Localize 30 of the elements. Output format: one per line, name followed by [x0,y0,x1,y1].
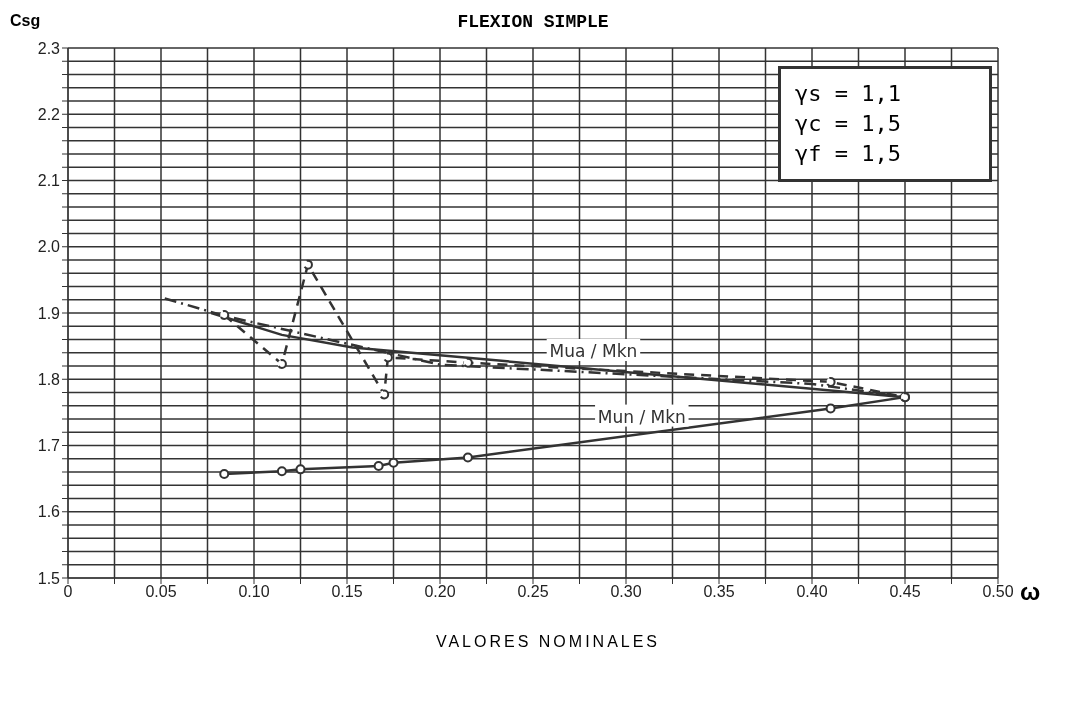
x-tick-label: 0.35 [703,583,735,601]
x-tick-label: 0 [63,583,73,601]
y-tick-label: 2.3 [37,39,61,57]
y-tick-label: 2.0 [37,238,61,256]
x-tick-label: 0.45 [889,583,921,601]
y-tick-label: 1.6 [37,503,61,521]
x-tick-label: 0.25 [517,583,549,601]
note-box: γs = 1,1 γc = 1,5 γf = 1,5 [778,66,992,182]
y-tick-label: 2.1 [37,172,61,190]
y-axis-title: Csg [10,12,41,30]
x-tick-label: 0.30 [610,583,642,601]
y-tick-label: 1.9 [37,304,61,322]
x-tick-label: 0.50 [982,583,1014,601]
x-tick-label: 0.40 [796,583,828,601]
y-tick-label: 1.8 [37,370,61,388]
chart-title: FLEXION SIMPLE [457,12,609,32]
y-tick-label: 1.5 [37,569,61,587]
y-tick-label: 1.7 [37,437,61,455]
series-label: Mun / Mkn [597,406,686,427]
x-axis-title: VALORES NOMINALES [434,633,662,651]
text: ω [1020,578,1041,606]
annotation: γc = 1,5 [795,110,902,138]
annotation: γf = 1,5 [795,140,902,168]
x-tick-label: 0.20 [424,583,456,601]
x-tick-label: 0.15 [331,583,363,601]
y-tick-label: 2.2 [37,105,61,123]
x-tick-label: 0.10 [238,583,270,601]
x-tick-label: 0.05 [145,583,177,601]
series-label: Mua / Mkn [549,341,638,361]
annotation: γs = 1,1 [795,80,902,108]
